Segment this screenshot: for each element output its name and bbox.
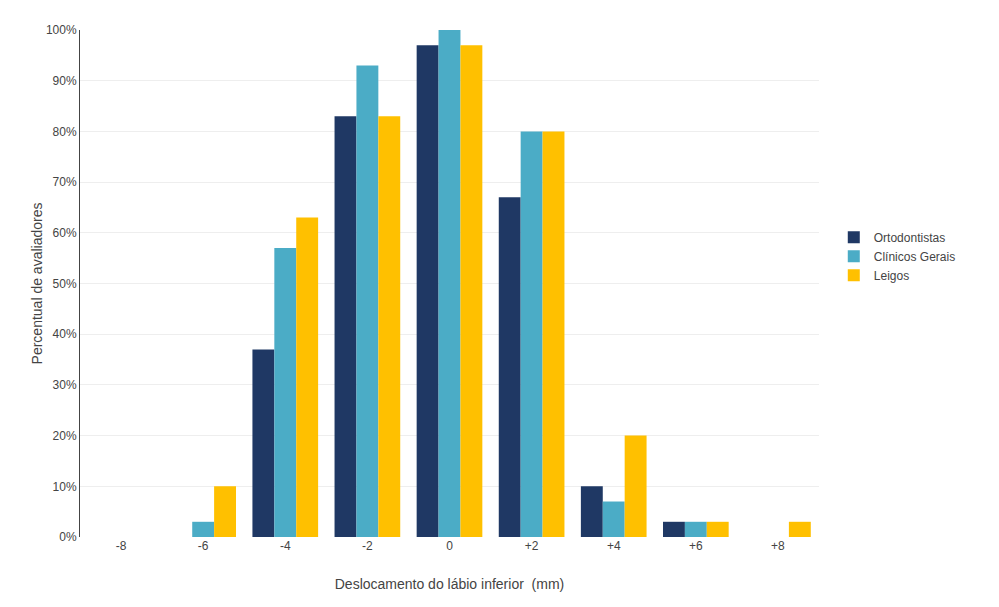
svg-text:Ortodontistas: Ortodontistas	[874, 231, 945, 245]
svg-text:+2: +2	[525, 539, 539, 553]
svg-text:50%: 50%	[53, 277, 77, 291]
svg-text:70%: 70%	[53, 175, 77, 189]
svg-text:60%: 60%	[53, 226, 77, 240]
svg-text:-8: -8	[116, 539, 127, 553]
svg-text:0: 0	[446, 539, 453, 553]
svg-text:Percentual de avaliadores: Percentual de avaliadores	[29, 203, 45, 365]
svg-text:+6: +6	[689, 539, 703, 553]
svg-text:30%: 30%	[53, 378, 77, 392]
svg-text:-4: -4	[280, 539, 291, 553]
svg-text:+4: +4	[607, 539, 621, 553]
svg-text:Leigos: Leigos	[874, 269, 909, 283]
svg-text:10%: 10%	[53, 480, 77, 494]
svg-text:Clínicos Gerais: Clínicos Gerais	[874, 250, 955, 264]
svg-text:-2: -2	[362, 539, 373, 553]
svg-text:90%: 90%	[53, 74, 77, 88]
svg-text:0%: 0%	[59, 530, 77, 544]
svg-text:100%: 100%	[46, 23, 77, 37]
svg-text:-6: -6	[198, 539, 209, 553]
svg-text:40%: 40%	[53, 327, 77, 341]
svg-text:Deslocamento do lábio inferior: Deslocamento do lábio inferior (mm)	[335, 576, 565, 592]
svg-text:80%: 80%	[53, 125, 77, 139]
svg-text:20%: 20%	[53, 429, 77, 443]
svg-text:+8: +8	[771, 539, 785, 553]
